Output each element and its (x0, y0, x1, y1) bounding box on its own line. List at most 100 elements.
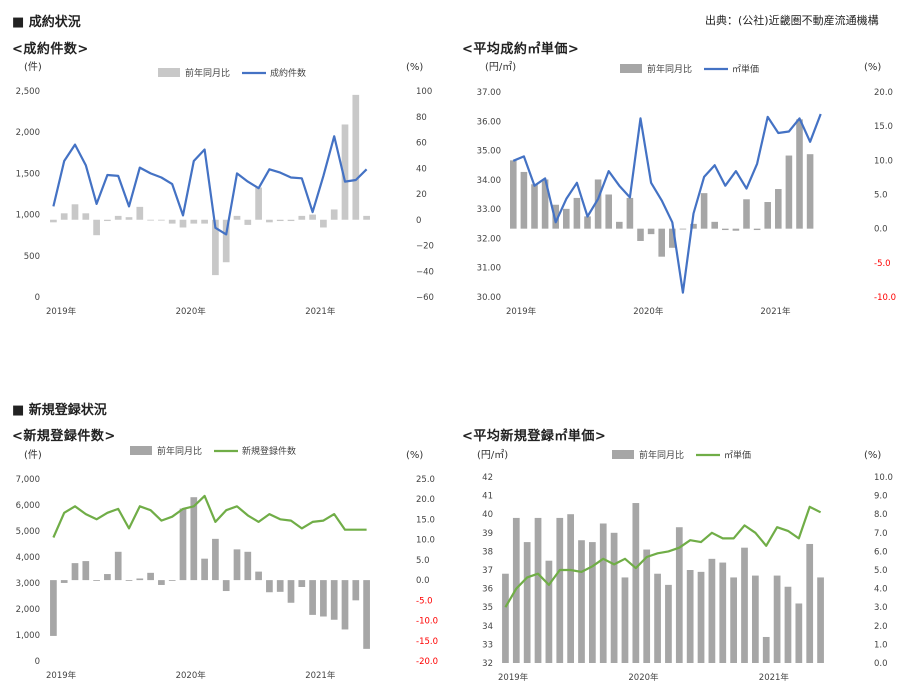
right-tick-label: -20.0 (416, 657, 438, 667)
bar (806, 543, 814, 663)
bar (60, 213, 68, 220)
right-tick-label: -5.0 (874, 259, 891, 269)
right-tick-label: 25.0 (416, 475, 435, 485)
left-tick-label: 39 (482, 529, 493, 539)
bar (584, 216, 591, 229)
right-tick-label: 4.0 (874, 585, 888, 595)
left-tick-label: 36.00 (477, 117, 501, 127)
right-tick-label: -10.0 (416, 617, 438, 627)
right-unit-label: (%) (406, 62, 423, 73)
bar (545, 560, 553, 663)
right-tick-label: 1.0 (874, 640, 888, 650)
bar (341, 124, 349, 220)
bar (531, 184, 538, 229)
legend-bar-swatch (158, 68, 180, 77)
series-line (52, 135, 368, 236)
right-unit-label: (%) (864, 62, 881, 73)
bar (93, 580, 100, 581)
left-tick-label: 33.00 (477, 205, 501, 215)
left-tick-label: 3,000 (16, 579, 40, 589)
right-tick-label: 15.0 (874, 122, 893, 132)
bar (309, 214, 316, 220)
bar (71, 204, 79, 220)
bar (762, 636, 770, 663)
bar (599, 523, 607, 663)
left-tick-label: 38 (482, 547, 493, 557)
chart-title: <新規登録件数> (12, 429, 116, 444)
bar (700, 193, 708, 229)
bar (168, 580, 176, 581)
bar (697, 571, 705, 663)
right-tick-label: -10.0 (874, 293, 896, 303)
bar (352, 94, 360, 220)
bar (168, 219, 176, 224)
x-tick-label: 2019年 (46, 306, 77, 317)
bar (233, 215, 241, 220)
right-tick-label: 9.0 (874, 492, 888, 502)
chart-title: <成約件数> (12, 42, 89, 57)
series-line (512, 113, 822, 294)
bar (222, 219, 230, 263)
left-unit-label: (件) (24, 61, 42, 73)
right-tick-label: 7.0 (874, 529, 888, 539)
bar (330, 580, 338, 620)
bar (136, 578, 144, 581)
bar (753, 228, 761, 231)
legend-bar-swatch (130, 446, 152, 455)
bar (255, 571, 262, 581)
bar (690, 223, 697, 229)
bar (605, 194, 612, 229)
bar (722, 228, 729, 231)
bar (93, 219, 100, 236)
legend-line-label: ㎡単価 (724, 449, 751, 461)
x-tick-label: 2021年 (759, 672, 790, 683)
left-tick-label: 2,000 (16, 128, 40, 138)
bar (773, 575, 781, 663)
x-tick-label: 2020年 (633, 306, 664, 317)
bar (541, 179, 549, 229)
bar (675, 527, 683, 663)
left-tick-label: 500 (24, 252, 40, 262)
right-unit-label: (%) (406, 450, 423, 461)
legend-bar-label: 前年同月比 (639, 449, 684, 461)
bar (352, 580, 360, 601)
bar (523, 542, 531, 663)
right-tick-label: 20 (416, 190, 427, 200)
right-tick-label: 60 (416, 139, 427, 149)
bar (588, 542, 596, 663)
right-tick-label: 10.0 (416, 536, 435, 546)
bar (190, 219, 198, 224)
x-tick-label: 2021年 (305, 306, 336, 317)
series-line (52, 494, 367, 538)
left-tick-label: 2,000 (16, 605, 40, 615)
bar (320, 219, 327, 228)
right-tick-label: 6.0 (874, 547, 888, 557)
bar (643, 549, 651, 663)
bar (201, 558, 208, 581)
bar (136, 206, 144, 220)
bar (255, 187, 262, 220)
left-tick-label: 0 (35, 657, 40, 667)
left-tick-label: 1,000 (16, 631, 40, 641)
right-tick-label: −20 (416, 242, 434, 252)
x-tick-label: 2020年 (628, 672, 659, 683)
bar (244, 551, 252, 581)
left-tick-label: 42 (482, 473, 493, 483)
bar (654, 573, 661, 663)
section-title-new-listings: ■ 新規登録状況 (12, 403, 107, 418)
bar (578, 540, 585, 663)
right-tick-label: 10.0 (874, 156, 893, 166)
bar (775, 189, 782, 229)
x-tick-label: 2021年 (760, 306, 791, 317)
bar (594, 179, 602, 229)
legend-bar-swatch (612, 450, 634, 459)
bar (244, 219, 252, 225)
bar (276, 219, 284, 222)
left-tick-label: 5,000 (16, 527, 40, 537)
right-tick-label: −60 (416, 293, 434, 303)
x-tick-label: 2019年 (498, 672, 529, 683)
bar (567, 514, 575, 663)
